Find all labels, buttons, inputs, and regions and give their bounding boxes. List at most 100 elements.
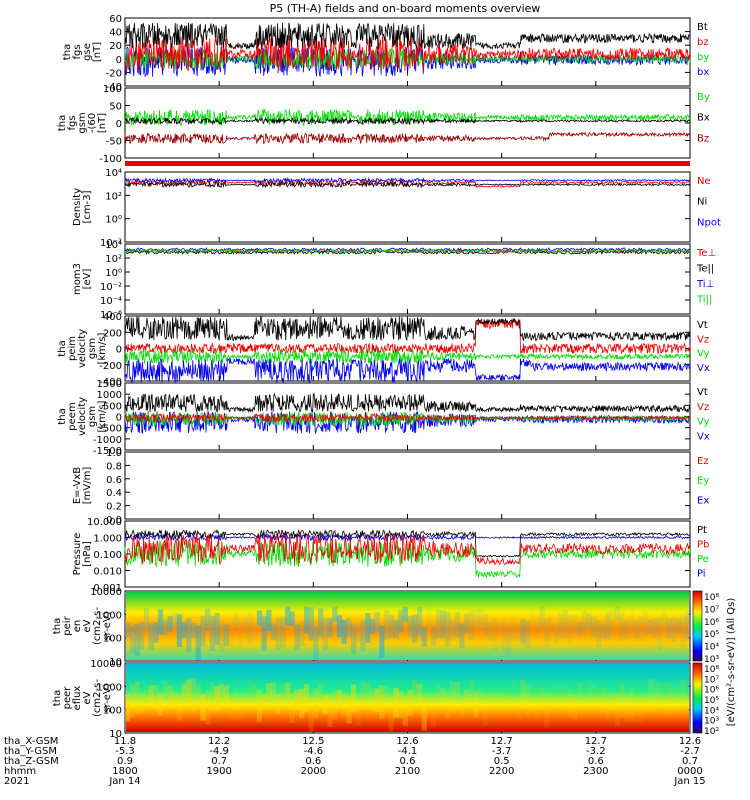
spectrogram-column <box>534 616 540 639</box>
spectrogram-column <box>478 685 484 711</box>
y-tick-label: 10000 <box>90 587 122 598</box>
spectrogram-column <box>529 681 536 698</box>
spectrogram-column <box>666 682 672 716</box>
x-row-value: 2100 <box>395 766 420 777</box>
spectrogram-column <box>468 680 474 706</box>
x-row-value: 12.5 <box>302 736 324 747</box>
legend-entry: Vt <box>697 387 708 398</box>
spectrogram-column <box>167 616 173 632</box>
spectrogram-column <box>172 612 178 629</box>
y-axis-label-line: [mV/m] <box>82 467 93 505</box>
spectrogram-column <box>581 696 587 711</box>
y-axis-label: E=-VxB[mV/m] <box>72 467 93 505</box>
legend-entry: bx <box>697 67 709 78</box>
x-row-value: 0000 <box>677 766 702 777</box>
spectrogram-column <box>431 692 437 728</box>
spectrogram-column <box>313 688 319 719</box>
spectrogram-column <box>303 683 310 712</box>
spectrogram-column <box>383 610 390 640</box>
y-axis-label-line: gsm <box>87 338 98 359</box>
spectrogram-column <box>675 682 682 704</box>
y-axis-label-line: eV <box>82 691 93 704</box>
x-row-value: 2000 <box>301 766 326 777</box>
y-axis-label-line: en <box>72 620 83 633</box>
legend-entry: Bz <box>697 133 709 144</box>
spectrogram-column <box>214 686 220 711</box>
x-date-start: Jan 14 <box>108 776 140 787</box>
colorbar-tick-label: 10⁷ <box>704 675 719 685</box>
x-row-value: -3.7 <box>492 746 512 757</box>
spectrogram-column <box>440 610 446 639</box>
spectrogram-column <box>553 684 559 711</box>
spectrogram-column <box>501 621 507 653</box>
spectrogram-column <box>539 606 545 629</box>
y-axis-label-line: [eV] <box>82 269 93 290</box>
y-tick-label: 40 <box>109 28 122 39</box>
colorbar-tick-label: 10² <box>704 727 719 737</box>
y-tick-label: 10⁻² <box>100 282 122 293</box>
spectrogram-column <box>591 616 597 637</box>
spectrogram-column <box>671 686 677 712</box>
spectrogram-column <box>445 690 451 719</box>
spectrogram-column <box>562 609 569 638</box>
series-npot <box>124 176 691 184</box>
spectrogram-column <box>680 680 686 697</box>
spectrogram-column <box>628 612 634 632</box>
spectrogram-column <box>294 624 300 650</box>
series-ne <box>124 178 691 189</box>
x-row-value: -4.6 <box>304 746 324 757</box>
y-tick-label: 0 <box>116 55 122 66</box>
series-bx <box>124 116 691 126</box>
y-axis-label-line: eV <box>82 619 93 632</box>
y-tick-label: 0 <box>116 413 122 424</box>
y-tick-label: 0.0 <box>106 515 122 526</box>
y-axis-label-line: velocity <box>77 329 88 368</box>
spectrogram-column <box>256 610 263 626</box>
spectrogram-column <box>181 621 187 638</box>
y-tick-label: 10⁰ <box>105 215 122 226</box>
y-tick-label: -500 <box>99 424 122 435</box>
x-row-label: tha_Z-GSM <box>4 756 59 767</box>
spectrogram-column <box>605 612 611 640</box>
spectrogram-column <box>558 613 564 638</box>
spectrogram-column <box>176 694 182 721</box>
spectrogram-column <box>308 607 314 641</box>
y-axis-label-line: [km/s] <box>97 332 108 364</box>
spectrogram-column <box>214 612 220 645</box>
y-tick-label: 0.010 <box>93 567 122 578</box>
spectrogram-column <box>346 696 352 724</box>
y-axis-label-line: fgs <box>67 115 78 130</box>
x-row-value: 0.9 <box>117 756 133 767</box>
spectrogram-column <box>369 688 376 711</box>
spectrogram-column <box>600 687 606 713</box>
y-tick-label: 1000 <box>97 610 122 621</box>
legend-entry: Te|| <box>696 264 714 275</box>
spectrogram-column <box>487 621 493 641</box>
spectrogram-column <box>529 608 536 627</box>
spectrogram-column <box>266 683 272 700</box>
y-axis-label-line: Density <box>72 188 83 226</box>
spectrogram-column <box>125 622 131 638</box>
y-tick-label: 10² <box>105 191 122 202</box>
spectrogram-column <box>233 612 239 631</box>
spectrogram-column <box>496 620 503 636</box>
colorbars: 10⁸10⁷10⁶10⁵10⁴10³10⁸10⁷10⁶10⁵10⁴10³10²[… <box>692 590 737 737</box>
spectrogram-column <box>172 691 178 706</box>
y-axis-label-line: -(60 <box>87 113 98 133</box>
legend-entry: bz <box>697 37 709 48</box>
spectrogram-column <box>473 609 479 628</box>
spectrogram-column <box>426 606 432 628</box>
colorbar-tick-label: 10⁵ <box>704 630 719 640</box>
spectrogram-column <box>252 684 258 699</box>
y-tick-label: -20 <box>106 68 122 79</box>
y-axis-label-line: tha <box>57 408 68 424</box>
y-axis-label-line: tha <box>57 340 68 356</box>
spectrogram-column <box>247 611 253 645</box>
spectrogram-column <box>223 685 230 706</box>
y-tick-label: 0.100 <box>93 550 122 561</box>
spectrogram-column <box>652 680 658 713</box>
spectrogram-column <box>407 689 413 716</box>
y-tick-label: 60 <box>109 14 122 25</box>
spectrogram-column <box>633 620 639 639</box>
